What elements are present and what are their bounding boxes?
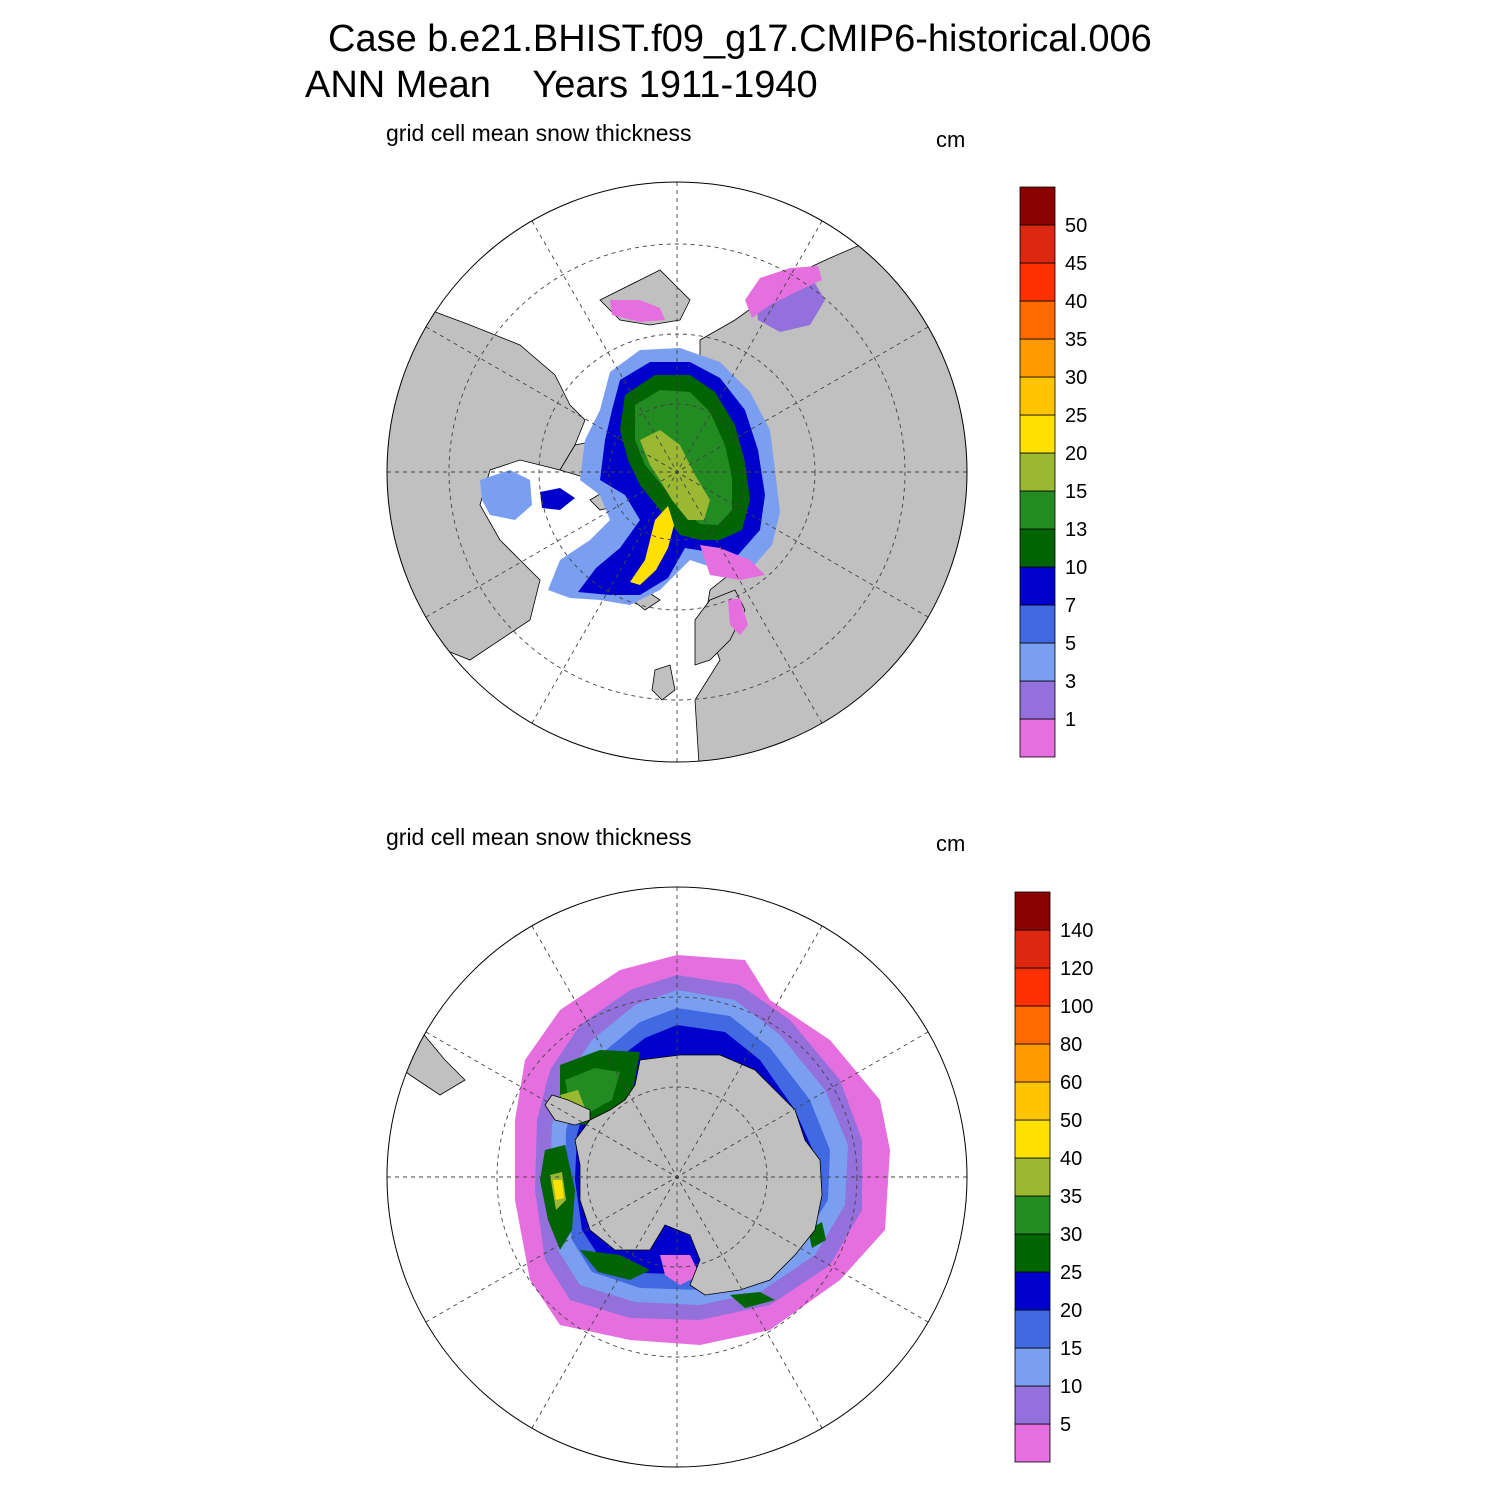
sh-colorbar-tick-label: 10 [1060,1376,1082,1398]
sh-colorbar-tick-label: 140 [1060,920,1093,942]
sh-colorbar-box [1014,1423,1051,1463]
sh-peninsula [544,1094,591,1126]
sh-eastern-25-30 [730,1292,775,1308]
nh-barents-edge [700,545,765,580]
nh-snow-field [480,266,825,635]
nh-colorbar-box [1019,604,1056,644]
nh-colorbar-box [1019,224,1056,264]
sh-colorbar-tick-label: 35 [1060,1186,1082,1208]
nh-okhotsk-edge [745,266,822,318]
sh-colorbar-box [1014,1347,1051,1387]
sh-colorbar-tick-label: 60 [1060,1072,1082,1094]
nh-colorbar-box [1019,452,1056,492]
nh-colorbar-tick-label: 7 [1065,595,1076,617]
nh-units: cm [936,127,966,152]
sh-colorbar-tick-label: 50 [1060,1110,1082,1132]
nh-map-border [386,181,968,763]
sh-colorbar-tick-label: 100 [1060,996,1093,1018]
sh-ross-25-30 [580,1250,650,1280]
sh-colorbar-tick-label: 80 [1060,1034,1082,1056]
nh-colorbar-box [1019,566,1056,606]
nh-level-15-20 [640,430,710,520]
nh-bering [610,300,665,322]
nh-colorbar-tick-label: 50 [1065,215,1087,237]
sh-land [574,1054,823,1296]
nh-colorbar-tick-label: 3 [1065,671,1076,693]
sh-colorbar-box [1014,1005,1051,1045]
sh-colorbar-tick-label: 120 [1060,958,1093,980]
nh-colorbar-tick-label: 15 [1065,481,1087,503]
nh-colorbar-box [1019,490,1056,530]
nh-colorbar-tick-label: 40 [1065,291,1087,313]
sh-colorbar-box [1014,967,1051,1007]
sh-colorbar-tick-label: 30 [1060,1224,1082,1246]
nh-colorbar-box [1019,376,1056,416]
nh-colorbar-box [1019,718,1056,758]
nh-hudson-bay [480,470,532,520]
sh-colorbar-box [1014,1385,1051,1425]
nh-graticule [387,182,967,762]
nh-colorbar-tick-label: 35 [1065,329,1087,351]
nh-colorbar-box [1019,186,1056,226]
nh-colorbar-box [1019,414,1056,454]
sh-colorbar-box [1014,1119,1051,1159]
sh-colorbar-box [1014,1309,1051,1349]
nh-colorbar-tick-label: 10 [1065,557,1087,579]
nh-colorbar-tick-label: 45 [1065,253,1087,275]
nh-colorbar-box [1019,680,1056,720]
sh-colorbar-box [1014,1233,1051,1273]
nh-colorbar-tick-label: 30 [1065,367,1087,389]
sh-graticule [387,887,967,1467]
nh-subtitle: grid cell mean snow thickness [386,120,692,146]
sh-colorbar-box [1014,1271,1051,1311]
sh-colorbar-box [1014,929,1051,969]
sh-colorbar-box [1014,1043,1051,1083]
sh-colorbar-tick-label: 20 [1060,1300,1082,1322]
nh-colorbar-tick-label: 5 [1065,633,1076,655]
sh-colorbar-box [1014,1195,1051,1235]
nh-colorbar-box [1019,262,1056,302]
nh-colorbar-tick-label: 25 [1065,405,1087,427]
nh-map [386,181,968,763]
figure-title-line1: Case b.e21.BHIST.f09_g17.CMIP6-historica… [328,18,1152,60]
figure-title-line2: ANN Mean Years 1911-1940 [305,64,818,106]
nh-colorbar-tick-label: 13 [1065,519,1087,541]
nh-colorbar-tick-label: 20 [1065,443,1087,465]
sh-colorbar: 5 10 15 20 25 30 35 40 50 60 80 100 120 140 [1014,891,1093,1463]
nh-colorbar-box [1019,300,1056,340]
sh-colorbar-box [1014,1081,1051,1121]
nh-baffin [540,488,575,510]
sh-colorbar-box [1014,1157,1051,1197]
sh-ross-shelf-low [660,1255,700,1285]
sh-colorbar-tick-label: 40 [1060,1148,1082,1170]
sh-map-border [386,886,968,1468]
sh-subtitle: grid cell mean snow thickness [386,824,692,850]
nh-baltic [728,598,748,635]
sh-map [386,886,968,1468]
nh-colorbar-box [1019,642,1056,682]
sh-colorbar-tick-label: 15 [1060,1338,1082,1360]
nh-colorbar-box [1019,528,1056,568]
nh-level-20-25 [630,506,674,585]
sh-colorbar-tick-label: 5 [1060,1414,1071,1436]
sh-colorbar-box [1014,891,1051,931]
nh-colorbar-box [1019,338,1056,378]
sh-units: cm [936,831,966,856]
nh-colorbar-tick-label: 1 [1065,709,1076,731]
sh-bellingshausen-40-50 [553,1180,564,1200]
sh-colorbar-tick-label: 25 [1060,1262,1082,1284]
